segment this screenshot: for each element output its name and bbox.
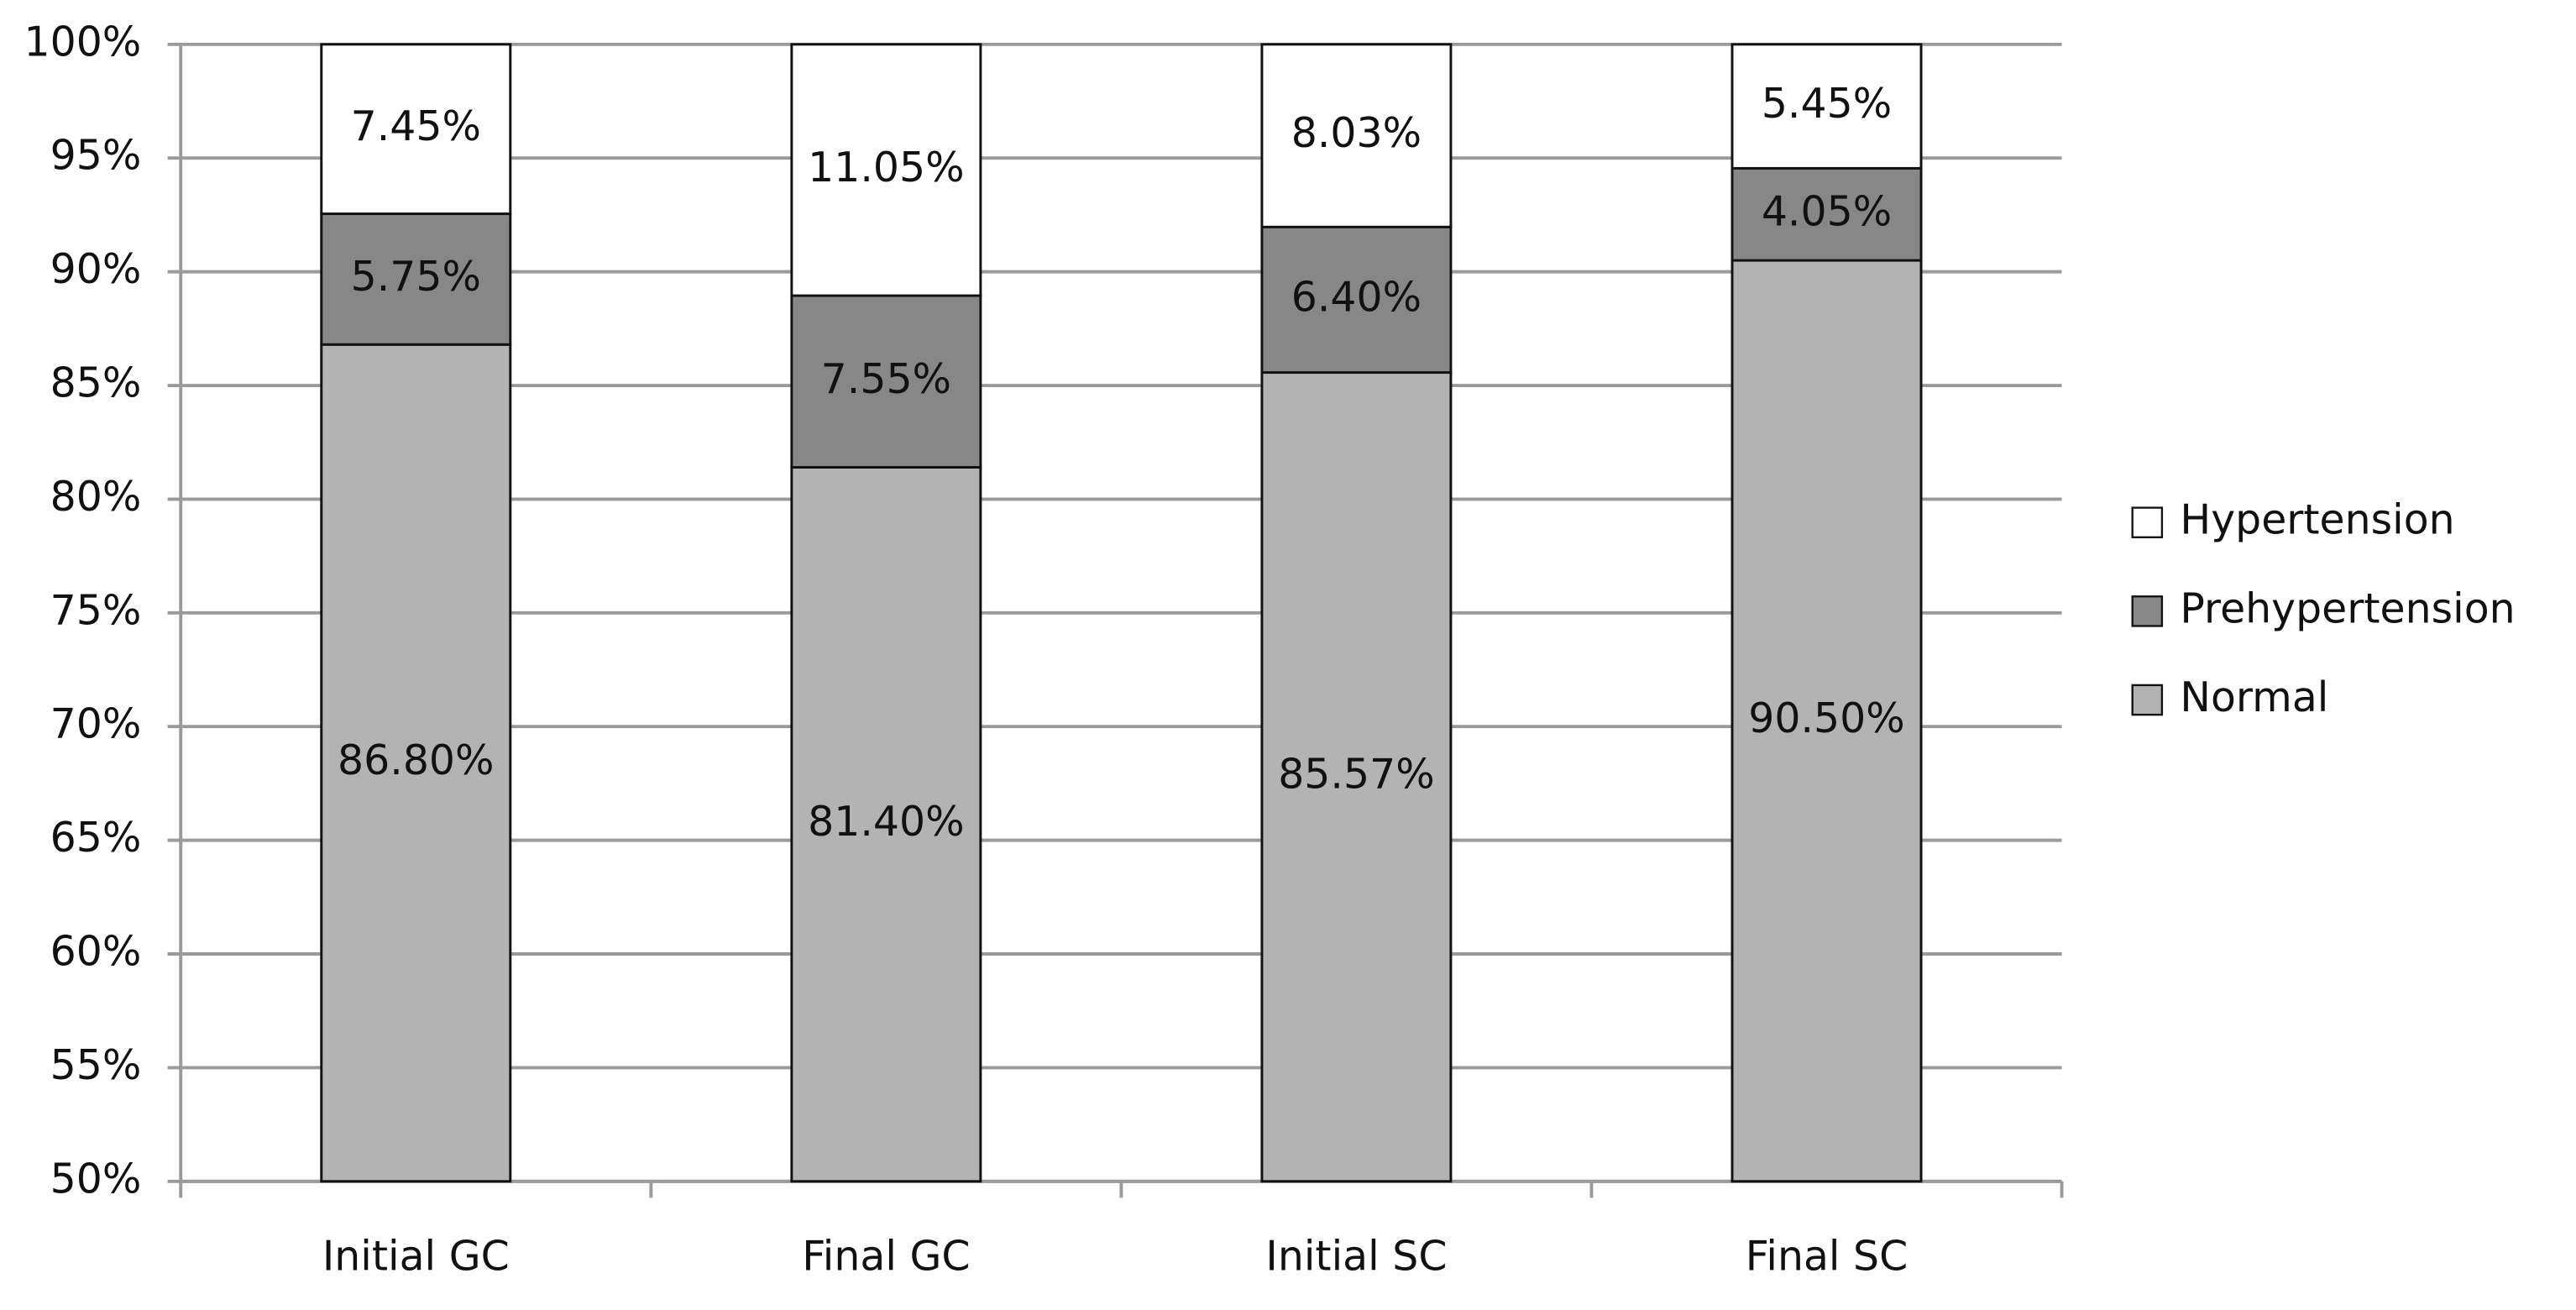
y-tick-label: 65% [50,814,142,862]
bar-segment [1260,43,1453,228]
y-tick-label: 75% [50,586,142,634]
legend-swatch [2131,684,2164,716]
bar-segment [1730,43,1923,170]
data-label: 5.75% [351,253,481,301]
y-tick-label: 90% [50,245,142,293]
bar-segment [1730,166,1923,262]
y-tick-label: 50% [50,1155,142,1203]
data-label: 81.40% [808,798,964,846]
data-label: 7.55% [821,355,951,403]
x-tick-label: Initial SC [1265,1232,1447,1280]
data-label: 90.50% [1748,694,1904,742]
legend-swatch [2131,506,2164,538]
x-tick-label: Final GC [802,1232,970,1280]
bar-segment [320,43,512,216]
data-label: 8.03% [1291,109,1422,157]
y-tick-label: 60% [50,928,142,976]
legend-swatch [2131,595,2164,627]
y-tick-label: 95% [50,132,142,180]
x-tick-label: Final SC [1746,1232,1908,1280]
bar-segment [790,466,982,1183]
x-tick-label: Initial GC [322,1232,510,1280]
bar-segment [790,294,982,469]
bar-segment [1260,371,1453,1183]
legend-label: Prehypertension [2180,584,2515,632]
y-tick-label: 55% [50,1041,142,1089]
data-label: 11.05% [808,144,964,191]
bar-segment [1730,259,1923,1183]
data-label: 85.57% [1278,751,1434,799]
legend-label: Hypertension [2180,496,2454,544]
data-label: 7.45% [351,102,481,150]
y-tick-label: 85% [50,359,142,407]
bar-segment [1260,225,1453,375]
data-label: 86.80% [338,736,494,784]
data-label: 4.05% [1762,188,1892,236]
y-tick-label: 80% [50,473,142,521]
y-tick-label: 70% [50,700,142,748]
y-tick-label: 100% [24,18,141,66]
data-label: 5.45% [1762,80,1892,128]
bar-segment [790,43,982,297]
data-label: 6.40% [1291,273,1422,321]
legend-label: Normal [2180,673,2328,721]
